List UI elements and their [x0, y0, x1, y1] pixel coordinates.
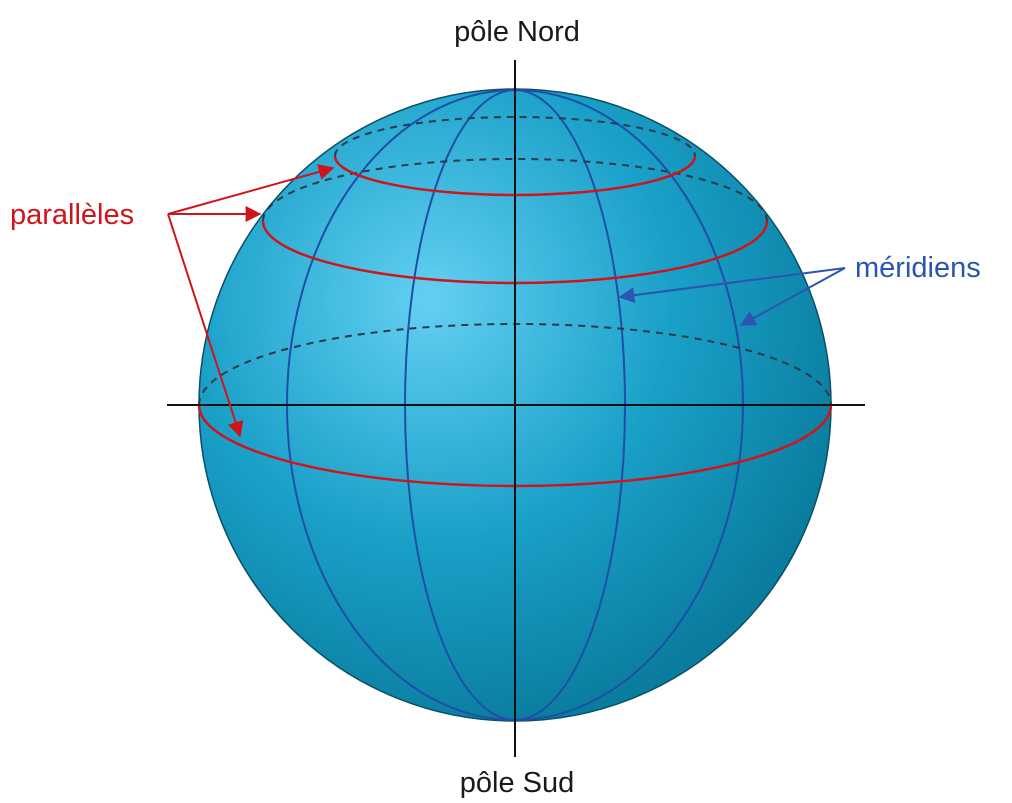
north-pole-label: pôle Nord — [454, 16, 580, 48]
meridians-label: méridiens — [855, 252, 981, 284]
axes — [167, 60, 865, 757]
south-pole-label: pôle Sud — [460, 767, 575, 799]
parallels-arrows — [167, 164, 335, 438]
parallels-label: parallèles — [10, 199, 134, 231]
meridians-arrows — [618, 267, 846, 326]
